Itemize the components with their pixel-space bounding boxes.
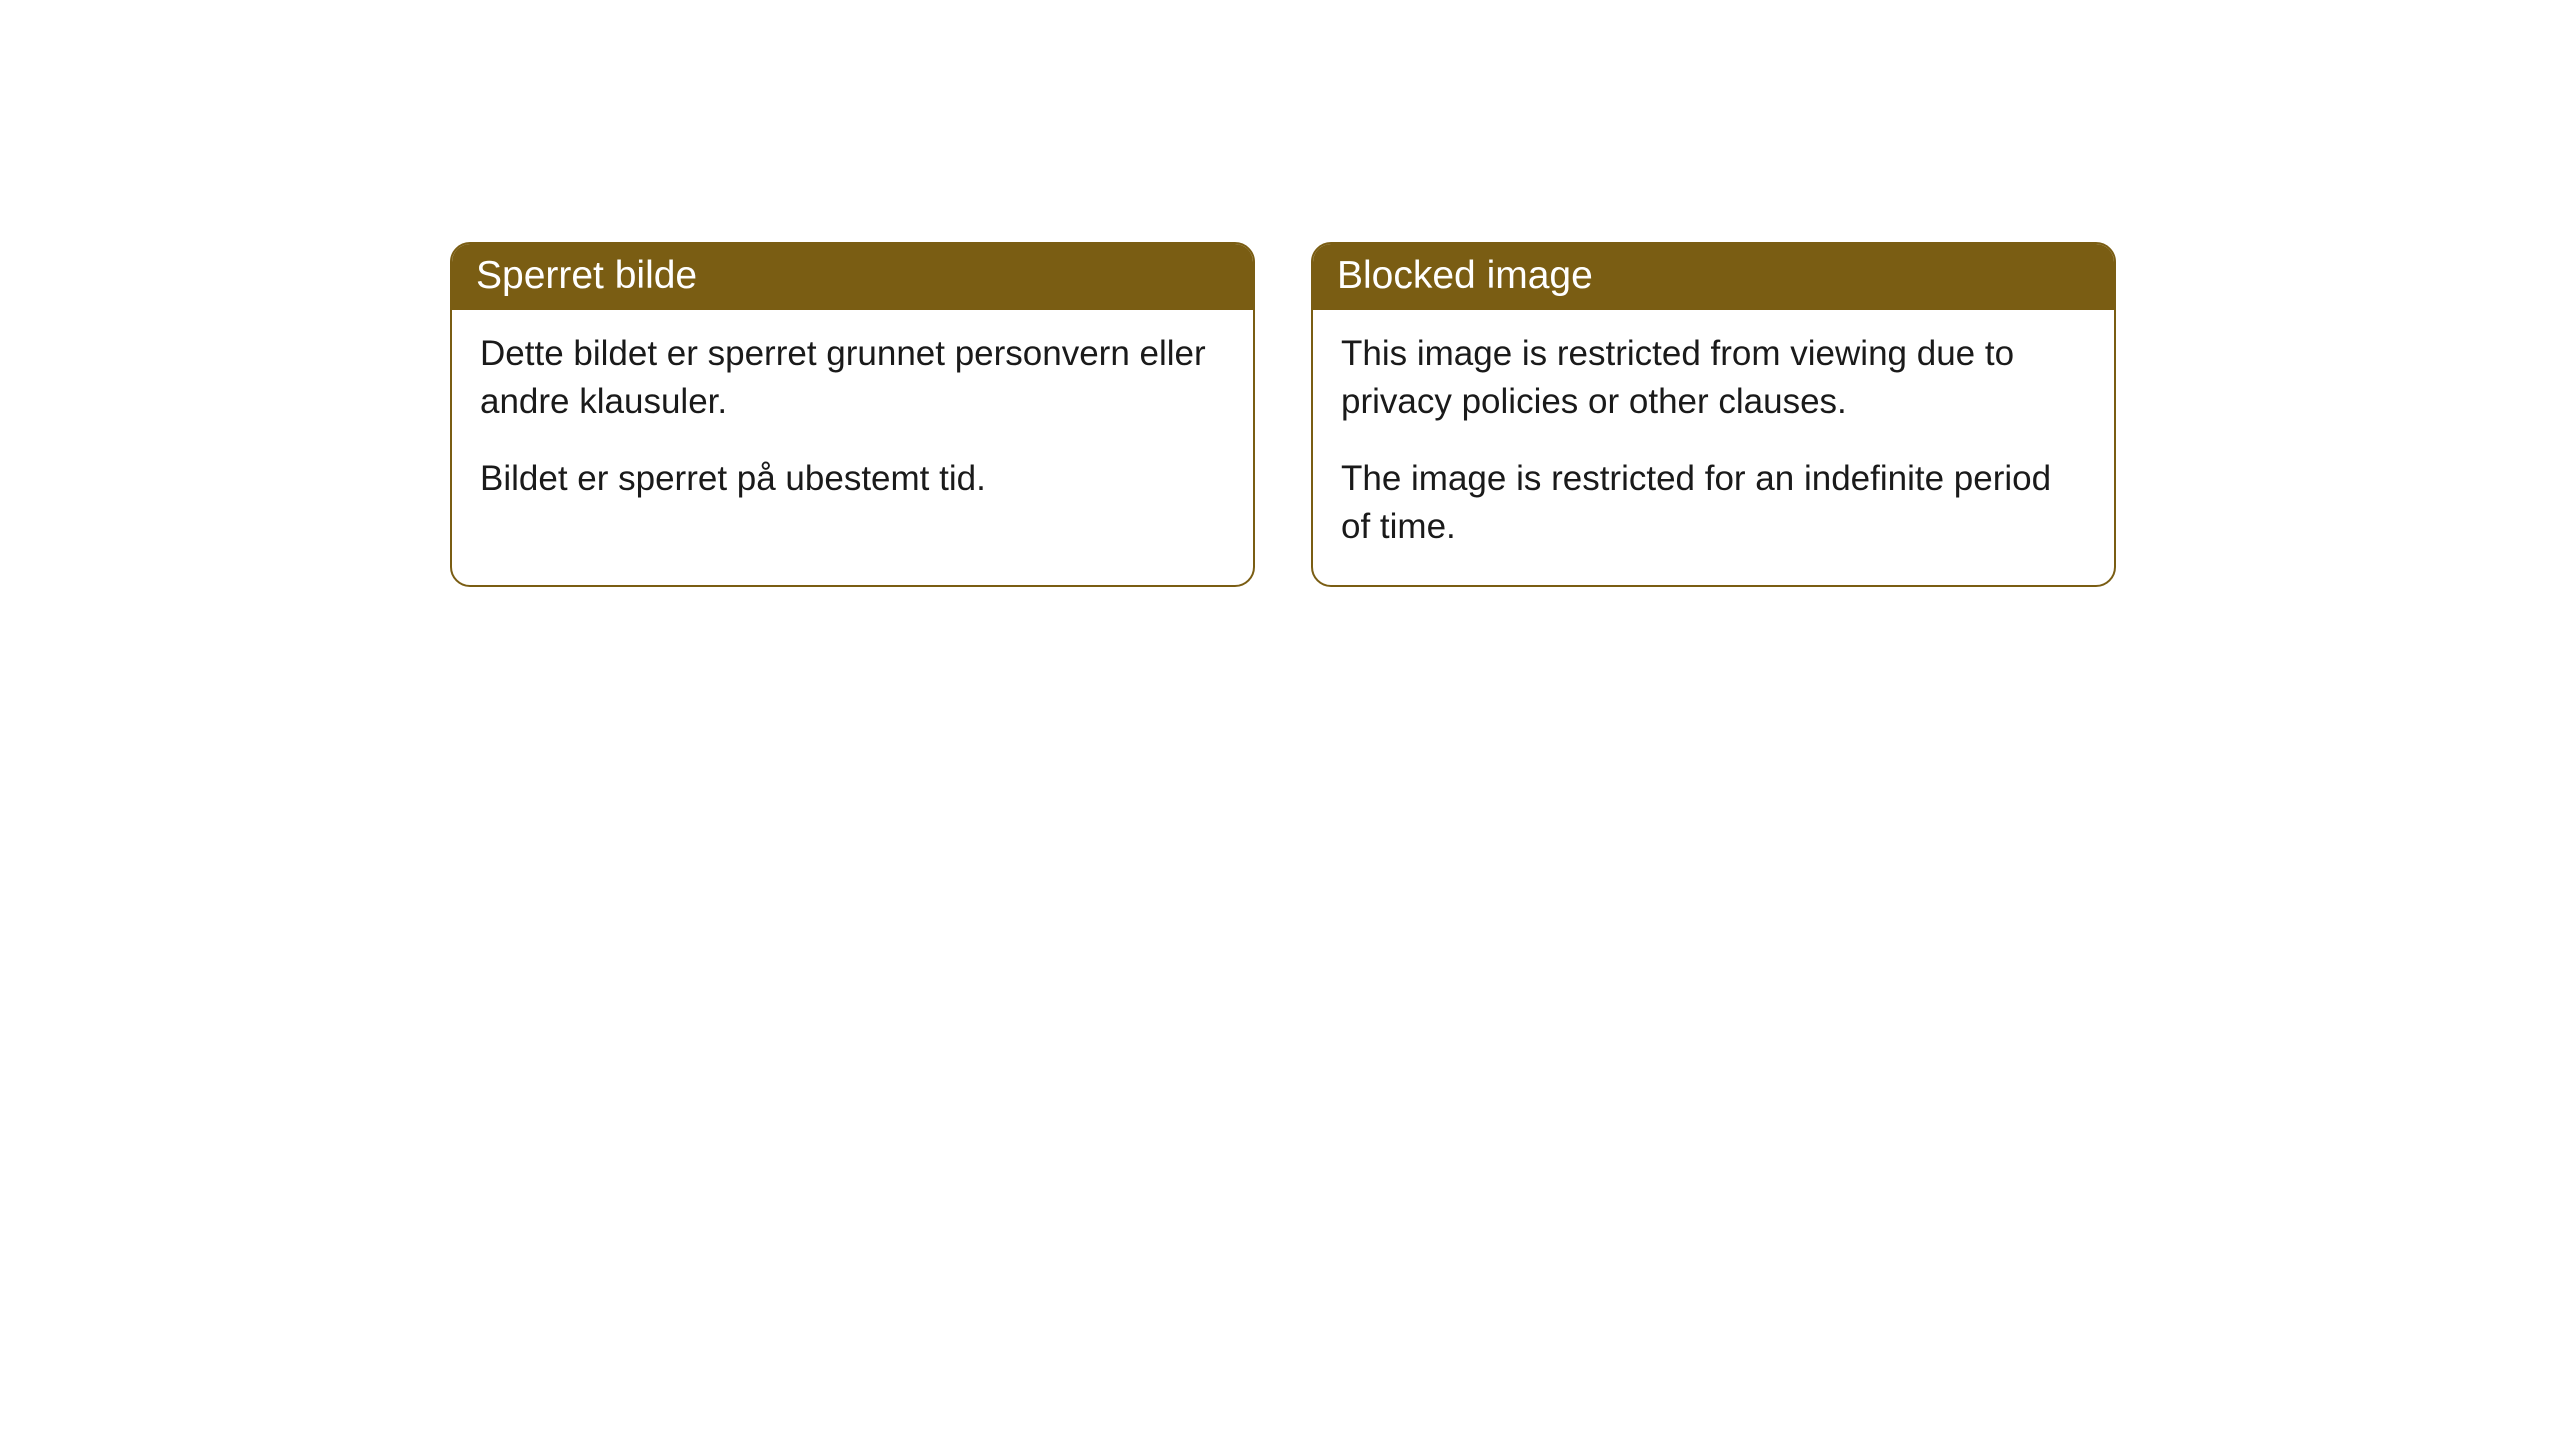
- card-title-english: Blocked image: [1337, 254, 1593, 297]
- card-header-english: Blocked image: [1313, 244, 2114, 310]
- card-paragraph-1-norwegian: Dette bildet er sperret grunnet personve…: [480, 330, 1225, 427]
- card-header-norwegian: Sperret bilde: [452, 244, 1253, 310]
- blocked-image-card-english: Blocked image This image is restricted f…: [1311, 242, 2116, 587]
- notice-cards-container: Sperret bilde Dette bildet er sperret gr…: [450, 242, 2116, 587]
- card-paragraph-1-english: This image is restricted from viewing du…: [1341, 330, 2086, 427]
- card-title-norwegian: Sperret bilde: [476, 254, 697, 297]
- card-paragraph-2-norwegian: Bildet er sperret på ubestemt tid.: [480, 455, 1225, 503]
- blocked-image-card-norwegian: Sperret bilde Dette bildet er sperret gr…: [450, 242, 1255, 587]
- card-body-english: This image is restricted from viewing du…: [1313, 310, 2114, 585]
- card-paragraph-2-english: The image is restricted for an indefinit…: [1341, 455, 2086, 552]
- card-body-norwegian: Dette bildet er sperret grunnet personve…: [452, 310, 1253, 537]
